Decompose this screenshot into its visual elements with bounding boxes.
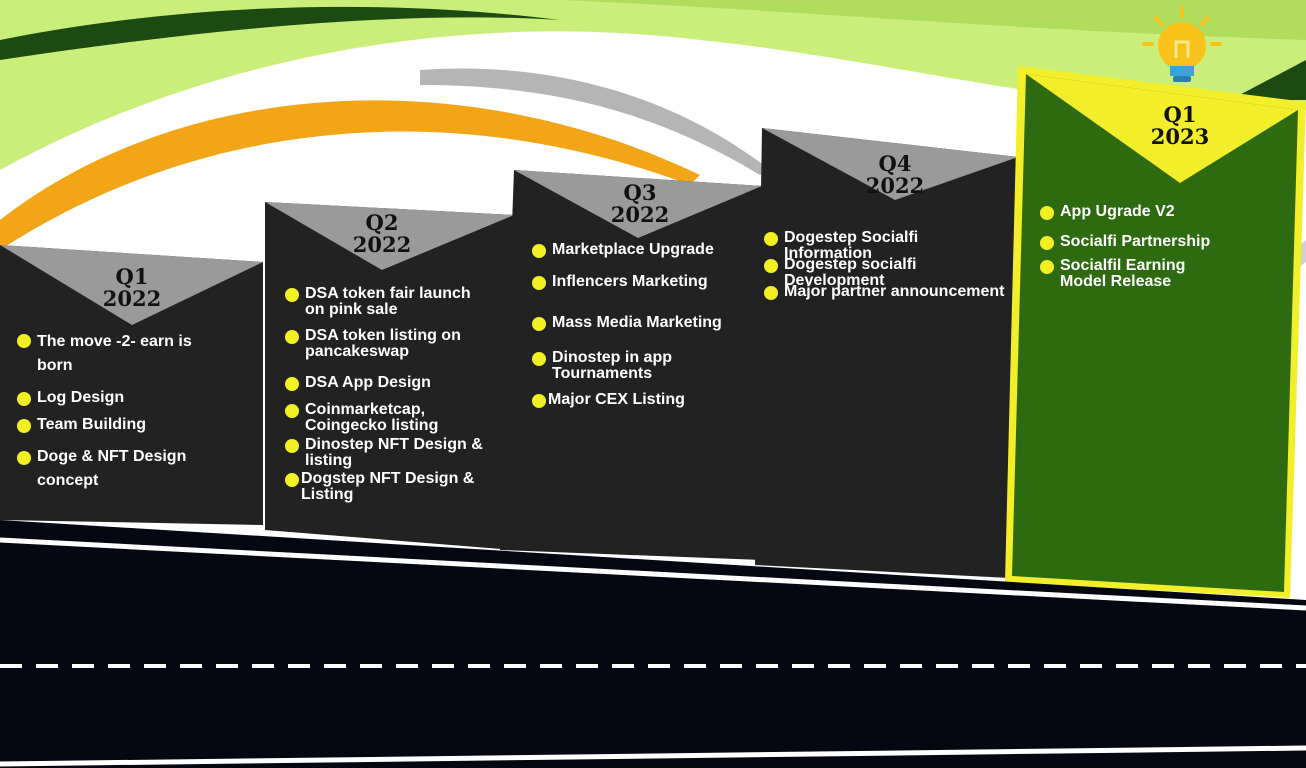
quarter-label: Q1 xyxy=(1163,102,1197,127)
panel-q1-2023 xyxy=(1012,74,1298,592)
column-title: Q3 2022 xyxy=(600,182,680,226)
header-q1-2023 xyxy=(1026,74,1298,183)
bullet-icon xyxy=(17,419,31,433)
column-title: Q4 2022 xyxy=(855,153,935,197)
list-item: Log Design xyxy=(17,390,207,406)
list-item: Doge & NFT Design concept xyxy=(17,448,187,493)
quarter-label: Q2 xyxy=(365,210,399,235)
list-item: Team Building xyxy=(17,417,207,433)
year-label: 2022 xyxy=(102,286,162,311)
item-text: DSA token fair launch on pink sale xyxy=(305,285,471,318)
item-text: Dinostep in app Tournaments xyxy=(552,349,672,382)
item-text: Major partner announcement xyxy=(784,283,1005,300)
bullet-icon xyxy=(285,473,299,487)
bullet-icon xyxy=(1040,206,1054,220)
quarter-label: Q1 xyxy=(115,264,149,289)
list-item: Dogestep socialfi Development xyxy=(764,257,1009,289)
item-text: Log Design xyxy=(37,389,125,406)
panel-q2-2022 xyxy=(265,202,514,550)
item-text: Mass Media Marketing xyxy=(552,314,722,331)
bullet-icon xyxy=(532,394,546,408)
quarter-label: Q4 xyxy=(878,151,912,176)
bullet-icon xyxy=(17,334,31,348)
item-text: Coinmarketcap, Coingecko listing xyxy=(305,401,439,434)
header-q4-2022 xyxy=(762,128,1018,200)
list-item: Socialfil Earning Model Release xyxy=(1040,258,1230,290)
item-text: Marketplace Upgrade xyxy=(552,241,714,258)
green-wave xyxy=(0,0,1306,170)
bullet-icon xyxy=(285,377,299,391)
bullet-icon xyxy=(1040,260,1054,274)
bullet-icon xyxy=(285,288,299,302)
road-edge-top xyxy=(0,537,1306,611)
list-item: Inflencers Marketing xyxy=(532,274,747,290)
header-q3-2022 xyxy=(514,170,762,238)
item-text: Doge & NFT Design concept xyxy=(37,448,187,489)
list-item: Major partner announcement xyxy=(764,284,1009,300)
bullet-icon xyxy=(532,276,546,290)
header-q2-2022 xyxy=(265,202,514,270)
list-item: Marketplace Upgrade xyxy=(532,242,747,258)
year-label: 2022 xyxy=(352,232,412,257)
bullet-icon xyxy=(764,232,778,246)
quarter-label: Q3 xyxy=(623,180,657,205)
list-item: Mass Media Marketing xyxy=(532,315,747,331)
list-item: Socialfi Partnership xyxy=(1040,234,1270,250)
green-wave-dark xyxy=(0,0,1306,40)
list-item: Coinmarketcap, Coingecko listing xyxy=(285,402,500,434)
year-label: 2022 xyxy=(610,202,670,227)
list-item: Dogstep NFT Design & Listing xyxy=(285,471,485,503)
item-text: Dogstep NFT Design & Listing xyxy=(301,470,475,503)
list-item: DSA App Design xyxy=(285,375,485,391)
list-item: App Ugrade V2 xyxy=(1040,204,1270,220)
list-item: DSA token fair launch on pink sale xyxy=(285,286,485,318)
year-label: 2022 xyxy=(865,173,925,198)
list-item: Dogestep Socialfi Information xyxy=(764,230,1009,262)
bullet-icon xyxy=(17,392,31,406)
column-title: Q2 2022 xyxy=(342,212,422,256)
grey-wave xyxy=(420,68,770,175)
list-item: Major CEX Listing xyxy=(532,392,747,408)
column-title: Q1 2023 xyxy=(1140,104,1220,148)
bullet-icon xyxy=(285,404,299,418)
orange-wave xyxy=(0,100,700,250)
item-text: DSA token listing on pancakeswap xyxy=(305,327,461,360)
lightbulb-icon xyxy=(1142,6,1222,82)
dark-green-stripe xyxy=(0,6,560,60)
panel-q3-2022 xyxy=(500,170,762,560)
panel-q1-2022 xyxy=(0,245,263,525)
item-text: Major CEX Listing xyxy=(548,391,685,408)
item-text: App Ugrade V2 xyxy=(1060,203,1175,220)
item-text: Dogestep socialfi Development xyxy=(784,256,917,289)
road-edge-bottom xyxy=(0,745,1306,767)
item-text: Dogestep Socialfi Information xyxy=(784,229,919,262)
list-item: Dinostep in app Tournaments xyxy=(532,350,682,382)
list-item: Dinostep NFT Design & listing xyxy=(285,437,485,469)
panel-q4-2022 xyxy=(755,128,1018,578)
year-label: 2023 xyxy=(1150,124,1210,149)
bullet-icon xyxy=(285,330,299,344)
list-item: DSA token listing on pancakeswap xyxy=(285,328,485,360)
bullet-icon xyxy=(532,352,546,366)
dark-green-right xyxy=(1230,60,1306,100)
bullet-icon xyxy=(1040,236,1054,250)
bullet-icon xyxy=(532,317,546,331)
bullet-icon xyxy=(17,451,31,465)
item-text: DSA App Design xyxy=(305,374,431,391)
bullet-icon xyxy=(764,286,778,300)
item-text: Dinostep NFT Design & listing xyxy=(305,436,483,469)
road xyxy=(0,520,1306,768)
item-text: Socialfi Partnership xyxy=(1060,233,1211,250)
header-q1-2022 xyxy=(0,245,263,325)
bullet-icon xyxy=(764,259,778,273)
column-title: Q1 2022 xyxy=(92,266,172,310)
item-text: Socialfil Earning Model Release xyxy=(1060,257,1186,290)
bullet-icon xyxy=(532,244,546,258)
item-text: Inflencers Marketing xyxy=(552,273,708,290)
item-text: The move -2- earn is born xyxy=(37,333,192,374)
list-item: The move -2- earn is born xyxy=(17,332,207,378)
item-text: Team Building xyxy=(37,416,147,433)
bullet-icon xyxy=(285,439,299,453)
